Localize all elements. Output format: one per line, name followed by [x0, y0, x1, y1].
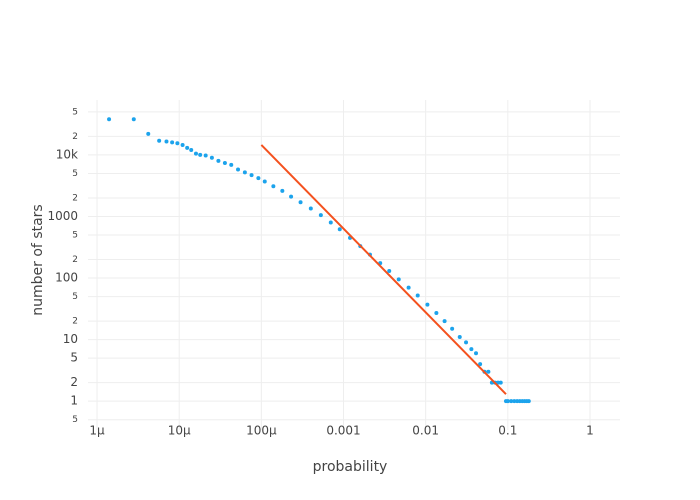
point — [271, 184, 276, 189]
point — [469, 347, 474, 352]
point — [474, 351, 479, 356]
point — [222, 160, 227, 165]
fit-line — [260, 144, 507, 395]
point — [170, 140, 175, 145]
x-tick-label: 0.001 — [326, 424, 360, 438]
point — [107, 117, 112, 122]
grid — [88, 100, 620, 430]
point — [198, 152, 203, 157]
x-tick-label: 100μ — [246, 424, 277, 438]
point — [289, 194, 294, 199]
point — [425, 302, 430, 307]
y-tick-label: 5 — [70, 351, 78, 365]
point — [180, 142, 185, 147]
point — [396, 277, 401, 282]
point — [509, 399, 514, 404]
x-tick-label: 0.01 — [412, 424, 439, 438]
point — [185, 145, 190, 150]
point — [262, 179, 267, 184]
point — [406, 285, 411, 290]
point — [328, 220, 333, 225]
point — [203, 153, 208, 158]
point — [131, 117, 136, 122]
point — [526, 399, 531, 404]
y-tick-label: 1 — [70, 394, 78, 408]
point — [505, 399, 510, 404]
point — [442, 319, 447, 324]
point — [308, 206, 313, 211]
point — [146, 131, 151, 136]
y-tick-label: 5 — [72, 292, 78, 302]
point — [216, 158, 221, 163]
point — [249, 173, 254, 178]
point — [193, 151, 198, 156]
y-tick-label: 2 — [72, 193, 78, 203]
y-tick-label: 1000 — [47, 209, 78, 223]
point — [164, 139, 169, 144]
point — [298, 200, 303, 205]
point — [242, 170, 247, 175]
y-tick-label: 5 — [72, 169, 78, 179]
y-axis-title: number of stars — [30, 204, 46, 315]
point — [189, 148, 194, 153]
x-tick-label: 1 — [586, 424, 594, 438]
point — [229, 162, 234, 167]
point — [318, 213, 323, 218]
y-tick-label: 10k — [56, 147, 78, 161]
point — [387, 269, 392, 274]
point — [280, 188, 285, 193]
y-tick-label: 5 — [72, 231, 78, 241]
x-axis-title: probability — [313, 459, 388, 475]
x-tick-label: 10μ — [168, 424, 191, 438]
y-tick-label: 2 — [72, 132, 78, 142]
x-tick-label: 0.1 — [498, 424, 517, 438]
point — [175, 141, 180, 146]
point — [415, 293, 420, 298]
point — [498, 380, 503, 385]
point — [457, 335, 462, 340]
point — [209, 155, 214, 160]
point — [236, 167, 241, 172]
point — [450, 326, 455, 331]
point — [486, 369, 491, 374]
point — [256, 176, 261, 181]
point — [337, 227, 342, 232]
y-tick-label: 5 — [72, 107, 78, 117]
y-tick-label: 5 — [72, 415, 78, 425]
point — [512, 399, 517, 404]
y-tick-label: 2 — [72, 255, 78, 265]
x-tick-label: 1μ — [89, 424, 105, 438]
y-tick-label: 10 — [63, 332, 78, 346]
y-tick-label: 100 — [55, 271, 78, 285]
point — [157, 138, 162, 143]
y-tick-label: 2 — [72, 317, 78, 327]
point — [478, 362, 483, 367]
point — [434, 311, 439, 316]
y-tick-label: 2 — [70, 375, 78, 389]
point — [464, 340, 469, 345]
